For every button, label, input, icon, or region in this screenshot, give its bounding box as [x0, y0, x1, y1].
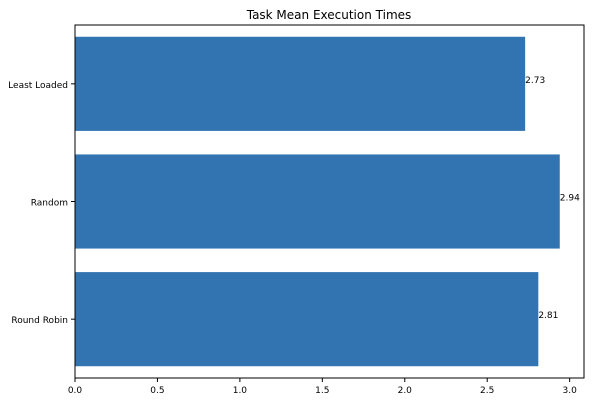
- x-tick-label: 2.0: [398, 386, 413, 396]
- bar-least-loaded: [75, 36, 526, 131]
- x-tick-label: 3.0: [562, 386, 577, 396]
- bar-round-robin: [75, 272, 539, 367]
- y-tick-label: Round Robin: [11, 316, 68, 326]
- y-tick-label: Random: [31, 199, 68, 209]
- x-tick-label: 0.5: [150, 386, 164, 396]
- data-label: 2.94: [560, 194, 580, 204]
- x-tick-label: 2.5: [480, 386, 494, 396]
- x-axis: 0.0 0.5 1.0 1.5 2.0 2.5 3.0: [68, 378, 577, 396]
- y-tick-labels: Least Loaded Random Round Robin: [8, 81, 75, 326]
- x-tick-label: 1.0: [233, 386, 248, 396]
- data-labels: 2.73 2.94 2.81: [525, 76, 580, 321]
- plot-frame: [74, 24, 585, 379]
- x-tick-label: 0.0: [68, 386, 83, 396]
- y-tick-label: Least Loaded: [8, 81, 68, 91]
- data-label: 2.81: [538, 311, 558, 321]
- data-label: 2.73: [525, 76, 545, 86]
- chart-title: Task Mean Execution Times: [246, 8, 412, 22]
- bars-group: [75, 36, 560, 367]
- bar-random: [75, 154, 560, 249]
- x-tick-label: 1.5: [315, 386, 329, 396]
